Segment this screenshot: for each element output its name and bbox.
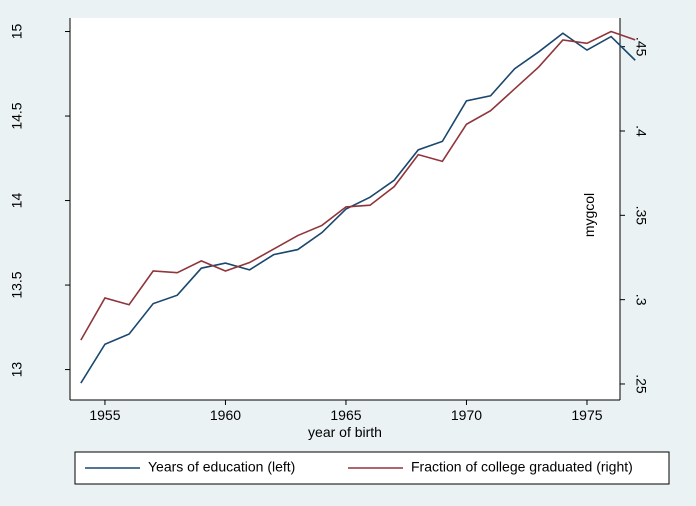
y-tick-label: 14.5 — [9, 102, 25, 129]
y2-axis-title: mygcol — [581, 193, 597, 237]
x-tick-label: 1965 — [330, 407, 361, 423]
y-tick-label: 13.5 — [9, 271, 25, 298]
y2-tick-label: .35 — [633, 206, 649, 226]
series-line — [80, 32, 636, 384]
y-tick-label: 14 — [9, 193, 25, 209]
x-tick-label: 1955 — [89, 407, 120, 423]
x-tick-label: 1970 — [451, 407, 482, 423]
y2-tick-label: .45 — [633, 37, 649, 57]
x-tick-label: 1975 — [571, 407, 602, 423]
y-tick-label: 15 — [9, 24, 25, 40]
y2-tick-label: .3 — [633, 294, 649, 306]
x-axis-title: year of birth — [308, 424, 382, 440]
y-tick-label: 13 — [9, 362, 25, 378]
series-line — [80, 30, 636, 341]
x-tick-label: 1960 — [210, 407, 241, 423]
legend-label: Fraction of college graduated (right) — [411, 459, 633, 475]
legend — [74, 451, 670, 485]
y2-tick-label: .4 — [633, 125, 649, 137]
y2-tick-label: .25 — [633, 374, 649, 394]
legend-label: Years of education (left) — [148, 459, 295, 475]
